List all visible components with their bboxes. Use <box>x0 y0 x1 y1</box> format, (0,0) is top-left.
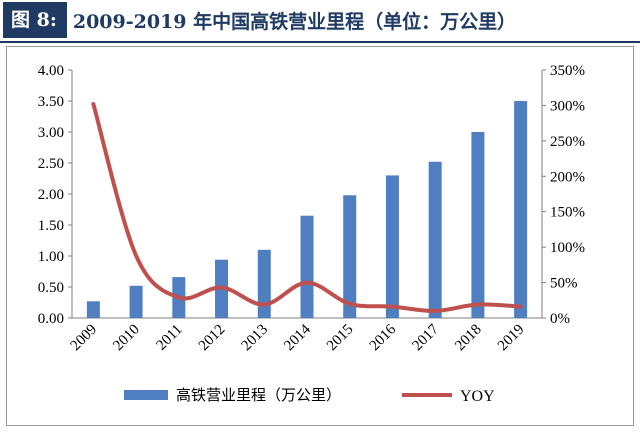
x-tick-label: 2009 <box>68 322 101 355</box>
right-tick-label: 200% <box>550 169 585 185</box>
figure-label: 图 8: <box>3 2 67 38</box>
left-axis-labels: 0.00 0.50 1.00 1.50 2.00 2.50 3.00 3.50 4.00 <box>38 63 64 327</box>
bar <box>385 175 399 318</box>
chart-legend: 高铁营业里程（万公里） YOY <box>124 386 495 405</box>
left-tick-label: 1.00 <box>38 249 64 265</box>
left-tick-label: 0.00 <box>38 311 64 327</box>
bar <box>257 249 271 318</box>
left-tick-label: 1.50 <box>38 218 64 234</box>
bar-series <box>86 101 528 318</box>
x-tick-label: 2014 <box>281 321 314 354</box>
x-tick-label: 2015 <box>324 322 357 355</box>
left-tick-label: 0.50 <box>38 280 64 296</box>
legend-bar-label: 高铁营业里程（万公里） <box>176 386 341 404</box>
x-axis-labels: 2009 2010 2011 2012 2013 2014 2015 2016 2017 2018… <box>68 321 528 354</box>
bar <box>514 101 528 318</box>
legend-bar-swatch <box>124 390 168 400</box>
right-tick-label: 300% <box>550 98 585 114</box>
bar <box>86 301 100 318</box>
title-divider <box>0 41 640 43</box>
bar <box>471 132 485 318</box>
line-series <box>91 102 523 313</box>
x-tick-label: 2012 <box>196 322 229 355</box>
x-tick-label: 2010 <box>110 322 143 355</box>
x-tick-label: 2019 <box>495 322 528 355</box>
x-tick-label: 2011 <box>154 322 186 354</box>
right-tick-label: 150% <box>550 205 585 221</box>
x-tick-label: 2013 <box>239 322 272 355</box>
bar <box>129 285 143 318</box>
right-tick-label: 100% <box>550 240 585 256</box>
left-tick-label: 3.50 <box>38 94 64 110</box>
left-tick-label: 4.00 <box>38 63 64 79</box>
left-tick-label: 2.50 <box>38 156 64 172</box>
left-tick-label: 2.00 <box>38 187 64 203</box>
figure-title: 2009-2019 年中国高铁营业里程（单位：万公里） <box>72 10 517 33</box>
chart-frame <box>6 46 634 426</box>
left-tick-label: 3.00 <box>38 125 64 141</box>
right-tick-label: 350% <box>550 63 585 79</box>
bar <box>300 215 314 318</box>
right-tick-label: 250% <box>550 134 585 150</box>
right-tick-label: 50% <box>550 276 578 292</box>
legend-line-label: YOY <box>460 388 495 405</box>
x-tick-label: 2018 <box>452 322 485 355</box>
bar <box>343 195 357 318</box>
yoy-line <box>91 102 523 313</box>
figure-title-bar: 图 8: 2009-2019 年中国高铁营业里程（单位：万公里） <box>0 0 640 40</box>
right-tick-label: 0% <box>550 311 570 327</box>
right-axis-labels: 0% 50% 100% 150% 200% 250% 300% 350% <box>550 63 585 327</box>
x-tick-label: 2017 <box>409 321 442 354</box>
bar <box>428 161 442 318</box>
x-tick-label: 2016 <box>367 321 400 354</box>
